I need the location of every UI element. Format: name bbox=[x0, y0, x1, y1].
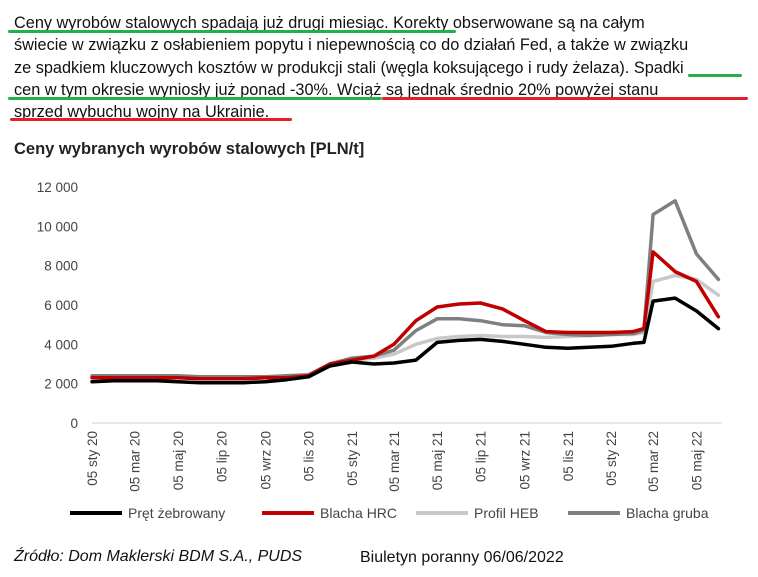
green-highlight bbox=[8, 97, 382, 100]
paragraph-line: cen w tym okresie wyniosły już ponad -30… bbox=[14, 80, 659, 99]
y-tick-label: 2 000 bbox=[44, 377, 78, 392]
source-note: Źródło: Dom Maklerski BDM S.A., PUDS bbox=[14, 548, 303, 565]
green-highlight bbox=[8, 30, 456, 33]
x-tick-label: 05 maj 22 bbox=[689, 431, 704, 490]
red-highlight bbox=[382, 97, 748, 100]
x-tick-label: 05 wrz 21 bbox=[518, 431, 533, 490]
legend-label: Blacha gruba bbox=[626, 505, 709, 521]
green-highlight bbox=[688, 74, 742, 77]
x-tick-label: 05 wrz 20 bbox=[258, 431, 273, 490]
series-line bbox=[90, 250, 721, 381]
legend-label: Profil HEB bbox=[474, 505, 539, 521]
legend-label: Blacha HRC bbox=[320, 505, 397, 521]
red-highlight bbox=[10, 118, 292, 121]
x-tick-label: 05 mar 20 bbox=[128, 431, 143, 492]
series-line bbox=[90, 296, 721, 385]
y-tick-label: 12 000 bbox=[37, 180, 78, 195]
x-tick-label: 05 sty 20 bbox=[85, 431, 100, 486]
chart-title: Ceny wybranych wyrobów stalowych [PLN/t] bbox=[14, 140, 365, 158]
paragraph-line: Ceny wyrobów stalowych spadają już drugi… bbox=[14, 14, 645, 32]
legend-label: Pręt żebrowany bbox=[128, 505, 225, 521]
y-tick-label: 0 bbox=[70, 416, 78, 431]
series-line bbox=[90, 199, 721, 379]
x-tick-label: 05 maj 20 bbox=[171, 431, 186, 490]
x-tick-label: 05 lis 21 bbox=[561, 431, 576, 481]
y-tick-label: 4 000 bbox=[44, 337, 78, 352]
x-tick-label: 05 mar 22 bbox=[646, 431, 661, 492]
x-tick-label: 05 mar 21 bbox=[387, 431, 402, 492]
x-tick-label: 05 maj 21 bbox=[430, 431, 445, 490]
x-tick-label: 05 lis 20 bbox=[302, 431, 317, 481]
y-tick-label: 8 000 bbox=[44, 259, 78, 274]
paragraph-line: świecie w związku z osłabieniem popytu i… bbox=[14, 36, 689, 55]
bulletin-note: Biuletyn poranny 06/06/2022 bbox=[360, 549, 564, 566]
paragraph-line: sprzed wybuchu wojny na Ukrainie. bbox=[14, 103, 270, 122]
y-tick-label: 6 000 bbox=[44, 298, 78, 313]
steel-price-chart: 0 2 000 4 000 6 000 8 000 10 000 12 000 05 sty … bbox=[37, 180, 722, 521]
x-tick-label: 05 sty 22 bbox=[604, 431, 619, 486]
paragraph-line: ze spadkiem kluczowych kosztów w produkc… bbox=[14, 58, 684, 77]
x-tick-label: 05 lip 21 bbox=[474, 431, 489, 482]
article-paragraph: Ceny wyrobów stalowych spadają już drugi… bbox=[14, 12, 749, 123]
x-tick-label: 05 sty 21 bbox=[345, 431, 360, 486]
y-tick-label: 10 000 bbox=[37, 219, 78, 234]
x-tick-label: 05 lip 20 bbox=[214, 431, 229, 482]
